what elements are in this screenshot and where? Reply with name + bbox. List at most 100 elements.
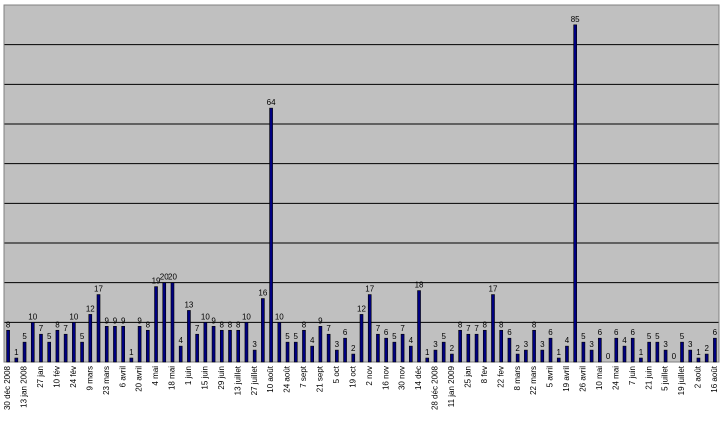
- bar: [458, 329, 462, 363]
- data-label: 1: [14, 348, 19, 357]
- x-tick-label: 21 juin: [644, 366, 653, 390]
- data-label: 1: [639, 348, 644, 357]
- data-label: 8: [302, 320, 307, 329]
- data-label: 3: [589, 340, 594, 349]
- bar: [548, 337, 553, 363]
- data-label: 5: [647, 332, 652, 341]
- x-tick-label: 6 avril: [118, 366, 127, 388]
- data-label: 8: [458, 320, 463, 329]
- bar: [326, 333, 331, 363]
- bar: [63, 333, 68, 363]
- bar: [417, 290, 421, 363]
- bar: [252, 349, 257, 363]
- bar: [359, 314, 364, 363]
- bar: [630, 337, 635, 363]
- x-tick-label: 22 mars: [529, 366, 538, 395]
- bar: [433, 349, 438, 363]
- x-tick-label: 19 juillet: [677, 365, 686, 395]
- data-label: 85: [571, 15, 580, 24]
- bar: [14, 357, 19, 363]
- x-tick-label: 11 jan 2009: [447, 365, 456, 407]
- data-label: 3: [252, 340, 257, 349]
- x-tick-label: 29 juin: [217, 366, 226, 390]
- data-label: 7: [63, 324, 68, 333]
- data-label: 6: [598, 328, 603, 337]
- bar: [261, 298, 265, 363]
- x-tick-label: 18 mai: [168, 366, 177, 390]
- bar: [696, 357, 701, 363]
- data-label: 9: [113, 316, 118, 325]
- bar: [293, 341, 298, 363]
- bar: [524, 349, 528, 363]
- bar: [573, 24, 577, 363]
- bar: [515, 353, 520, 363]
- data-label: 8: [146, 320, 151, 329]
- data-label: 1: [557, 348, 562, 357]
- data-label: 6: [614, 328, 619, 337]
- data-label: 3: [524, 340, 529, 349]
- data-label: 4: [310, 336, 315, 345]
- x-tick-label: 30 nov: [398, 366, 407, 390]
- bar: [80, 341, 84, 363]
- data-label: 8: [532, 320, 537, 329]
- data-label: 17: [489, 285, 498, 294]
- data-label: 3: [335, 340, 340, 349]
- bar: [704, 353, 709, 363]
- data-label: 1: [129, 348, 134, 357]
- data-label: 9: [121, 316, 126, 325]
- bar: [663, 349, 668, 363]
- data-label: 7: [466, 324, 471, 333]
- bar: [129, 357, 134, 363]
- data-label: 5: [392, 332, 397, 341]
- data-label: 5: [581, 332, 586, 341]
- bar: [236, 329, 241, 363]
- bar: [121, 325, 125, 363]
- bar: [532, 329, 536, 363]
- x-tick-label: 5 oct: [332, 365, 341, 383]
- x-tick-label: 2 nov: [365, 366, 374, 386]
- bar: [170, 282, 175, 363]
- bar: [581, 341, 586, 363]
- data-label: 1: [425, 348, 430, 357]
- data-label: 7: [39, 324, 44, 333]
- bar: [113, 325, 117, 363]
- x-tick-label: 19 avril: [562, 366, 571, 392]
- bar: [565, 345, 569, 363]
- bar: [30, 322, 35, 363]
- data-label: 5: [80, 332, 85, 341]
- data-label: 10: [275, 312, 284, 321]
- data-label: 7: [400, 324, 405, 333]
- x-tick-label: 22 fev: [496, 366, 505, 388]
- data-label: 20: [168, 273, 177, 282]
- data-label: 8: [483, 320, 488, 329]
- bar: [680, 341, 684, 363]
- x-tick-label: 21 sept: [316, 365, 325, 392]
- data-label: 2: [450, 344, 455, 353]
- x-tick-label: 24 fév: [69, 366, 78, 388]
- x-tick-label: 20 avril: [135, 366, 144, 392]
- data-label: 17: [365, 285, 374, 294]
- bar: [219, 329, 224, 363]
- bar: [466, 333, 471, 363]
- x-tick-label: 23 mars: [102, 366, 111, 395]
- data-label: 6: [713, 328, 718, 337]
- bar: [499, 329, 504, 363]
- x-tick-label: 28 déc 2008: [431, 365, 440, 410]
- data-label: 1: [696, 348, 701, 357]
- bar: [88, 314, 93, 363]
- x-tick-label: 15 juin: [200, 366, 209, 390]
- data-label: 4: [565, 336, 570, 345]
- x-tick-label: 7 sept: [299, 365, 308, 388]
- x-tick-label: 10 fév: [53, 366, 62, 388]
- x-tick-label: 27 juillet: [250, 365, 259, 395]
- x-tick-label: 24 mai: [611, 366, 620, 390]
- x-tick-label: 5 juillet: [661, 365, 670, 391]
- data-label: 12: [357, 304, 366, 313]
- data-label: 9: [318, 316, 323, 325]
- bar: [318, 325, 323, 363]
- data-label: 7: [376, 324, 381, 333]
- x-tick-label: 9 mars: [85, 366, 94, 390]
- data-label: 18: [415, 281, 424, 290]
- data-label: 2: [704, 344, 709, 353]
